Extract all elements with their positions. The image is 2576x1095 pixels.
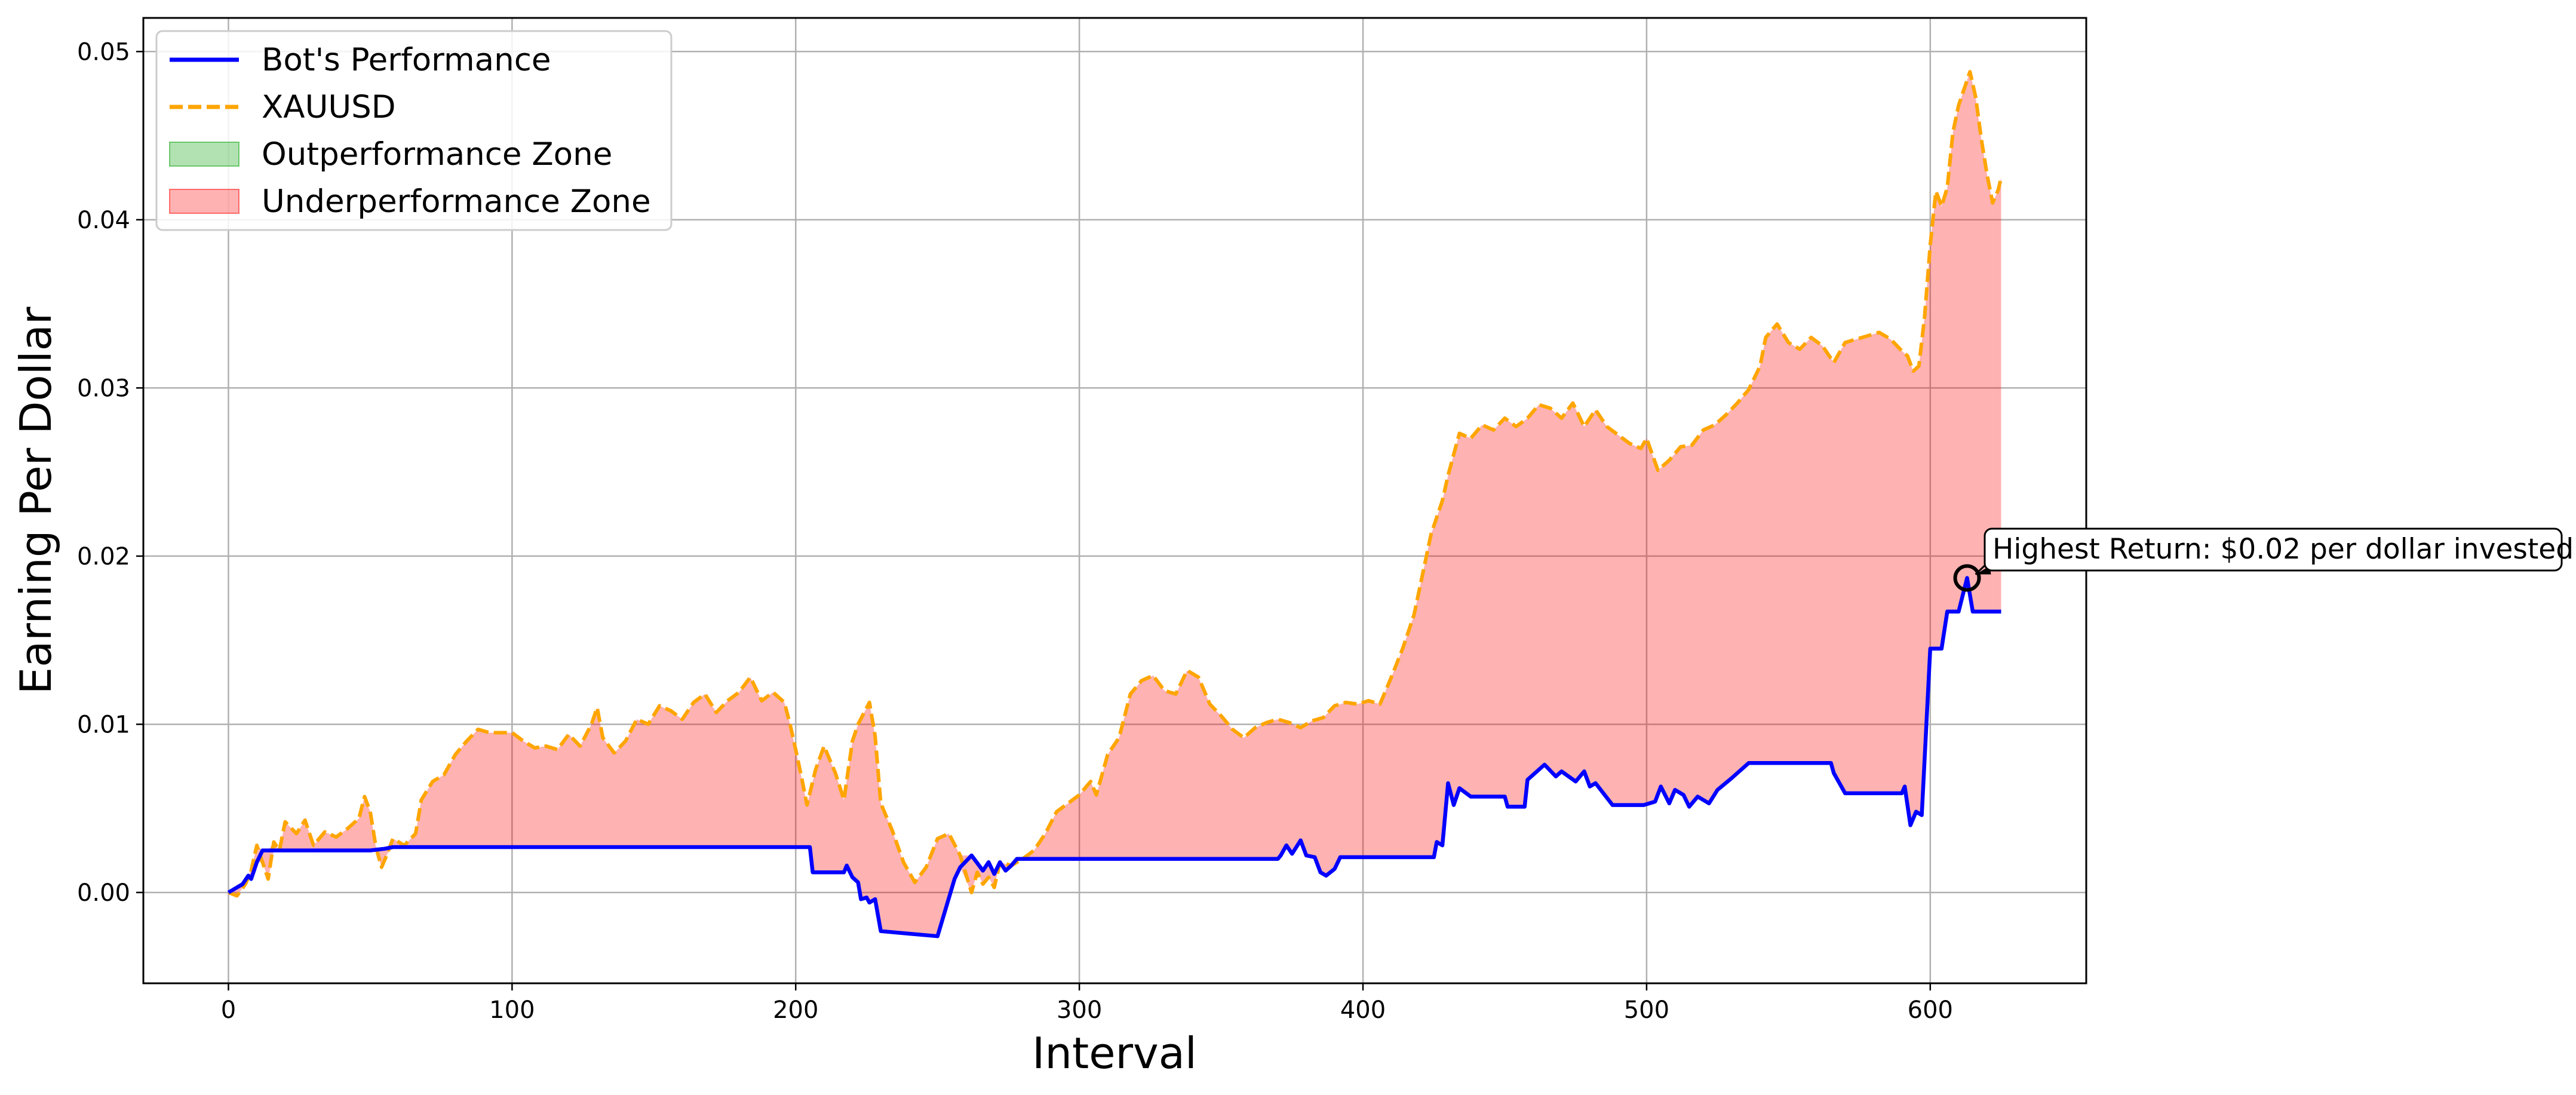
annotation-box [1984,527,2563,572]
plot-frame [142,17,2087,984]
annotation-text: Highest Return: $0.02 per dollar investe… [1992,533,2574,566]
axis-ticks: 0 100 200 300 400 500 600 0.00 0.01 0.02 0.03 0.04 0… [77,38,1953,1024]
y-tick-label: 0.02 [77,543,130,570]
x-tick-label: 0 [221,996,236,1024]
bots-performance-line [227,576,2001,938]
y-tick-label: 0.03 [77,375,130,402]
y-axis-label: Earning Per Dollar [11,306,61,694]
xauusd-line [228,70,2003,898]
underperformance-zone-fill [228,72,2001,937]
x-tick-label: 200 [773,996,818,1024]
fill-zones [228,72,2001,937]
grid-lines [143,18,2086,983]
y-tick-label: 0.01 [77,711,130,738]
y-tick-label: 0.04 [77,207,130,234]
series-lines [227,70,2003,938]
y-tick-label: 0.00 [77,879,130,907]
x-axis-label: Interval [1032,1028,1197,1078]
legend: Bot's Performance XAUUSD Outperformance Zo… [155,30,673,231]
legend-box [155,30,673,231]
legend-label: Outperformance Zone [262,136,612,173]
x-tick-label: 300 [1057,996,1102,1024]
annotation: Highest Return: $0.02 per dollar investe… [1953,527,2574,592]
highest-return-marker [1953,564,1981,592]
x-tick-label: 400 [1340,996,1386,1024]
legend-label: Bot's Performance [262,42,551,78]
x-tick-label: 600 [1908,996,1953,1024]
y-tick-label: 0.05 [77,38,130,66]
legend-swatch-outperformance [169,142,240,167]
x-tick-label: 100 [489,996,535,1024]
legend-label: Underperformance Zone [262,183,651,220]
legend-label: XAUUSD [262,89,396,125]
legend-swatch-underperformance [169,189,240,214]
x-tick-label: 500 [1624,996,1669,1024]
